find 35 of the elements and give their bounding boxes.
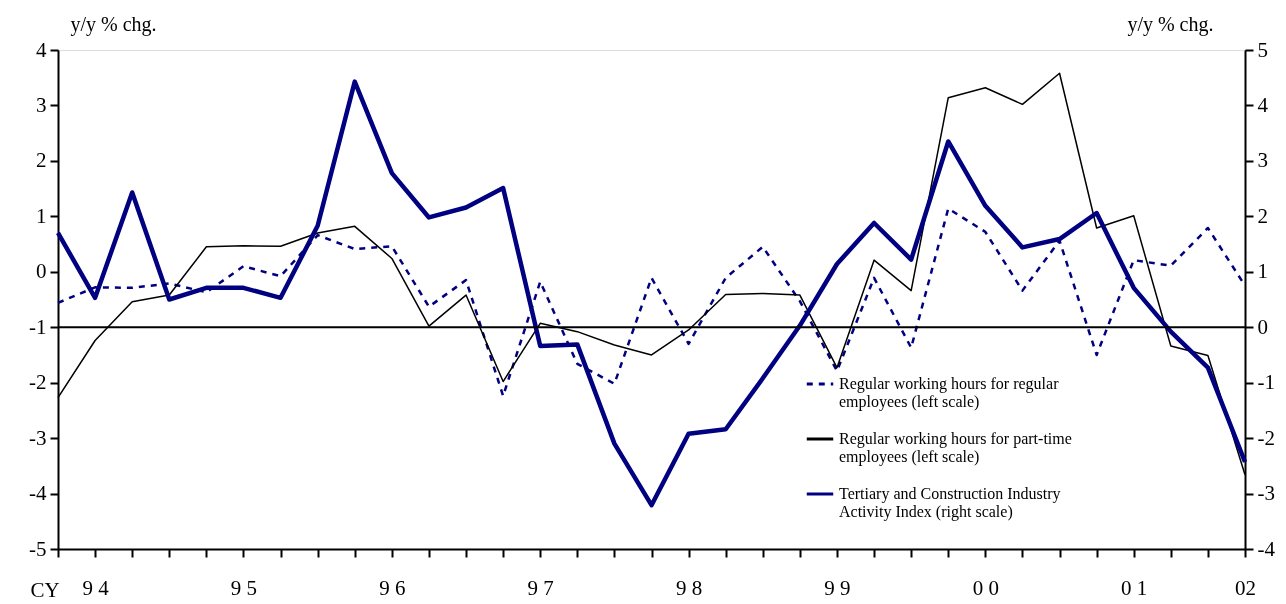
y2-tick-label: 0 <box>1257 314 1268 339</box>
y2-tick-label: -3 <box>1257 481 1275 506</box>
y-tick-label: 4 <box>36 37 47 62</box>
y-tick-label: -1 <box>29 314 47 339</box>
y-axis-title: y/y % chg. <box>70 12 157 36</box>
legend-label: Regular working hours for part-time employees (left scale) <box>839 430 1072 466</box>
x-axis-title: CY <box>30 577 60 602</box>
y2-tick-label: -2 <box>1257 425 1275 450</box>
y-tick-label: 2 <box>36 148 47 173</box>
y-tick-label: 1 <box>36 203 47 228</box>
y-tick-label: -2 <box>29 370 47 395</box>
y2-tick-label: -4 <box>1257 536 1276 561</box>
y2-tick-label: 5 <box>1257 37 1268 62</box>
y2-tick-label: 1 <box>1257 259 1268 284</box>
y-tick-label: 0 <box>36 259 47 284</box>
y2-axis-title: y/y % chg. <box>1127 12 1214 36</box>
x-tick-label: 9 6 <box>379 575 406 600</box>
x-tick-label: 9 4 <box>82 575 110 600</box>
y-tick-label: -4 <box>29 481 47 506</box>
x-tick-label: 9 8 <box>675 575 703 600</box>
x-tick-label: 9 7 <box>527 575 554 600</box>
legend-label: Tertiary and Construction Industry Activity Index (right scale) <box>839 485 1061 521</box>
x-tick-label: 0 1 <box>1121 575 1148 600</box>
y2-tick-label: -1 <box>1257 370 1275 395</box>
y2-tick-label: 3 <box>1257 148 1268 173</box>
x-tick-label: 02 <box>1235 575 1256 600</box>
x-tick-label: 9 5 <box>230 575 258 600</box>
y-tick-label: -5 <box>29 536 47 561</box>
y2-tick-label: 4 <box>1257 92 1269 117</box>
legend-label: Regular working hours for regular employees (left scale) <box>839 375 1060 411</box>
x-tick-label: 0 0 <box>972 575 999 600</box>
y-tick-label: -3 <box>29 425 47 450</box>
x-tick-label: 9 9 <box>824 575 851 600</box>
y-tick-label: 3 <box>36 92 47 117</box>
y2-tick-label: 2 <box>1257 203 1268 228</box>
